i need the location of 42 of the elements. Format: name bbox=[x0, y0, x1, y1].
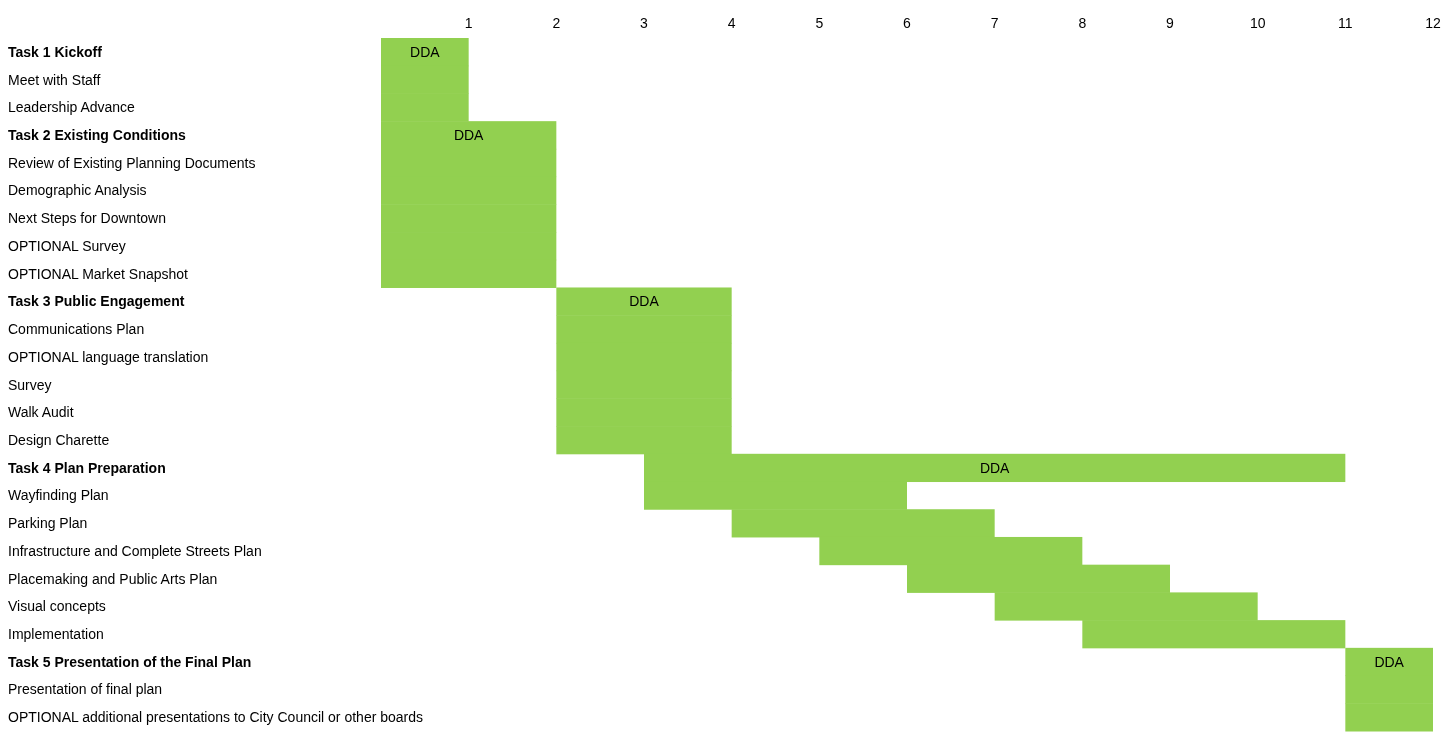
x-tick-label: 11 bbox=[1338, 15, 1353, 31]
x-tick-label: 4 bbox=[727, 15, 736, 31]
y-tick-label: OPTIONAL language translation bbox=[8, 348, 209, 365]
data-label: DDA bbox=[453, 127, 485, 144]
data-label: DDA bbox=[1374, 653, 1405, 670]
y-tick-label: Presentation of final plan bbox=[8, 681, 163, 698]
data-label: DDA bbox=[979, 459, 1011, 476]
y-tick-label: Implementation bbox=[8, 625, 104, 642]
x-tick-label: 1 bbox=[464, 15, 473, 31]
x-tick-label: 3 bbox=[640, 15, 649, 31]
x-tick-label: 10 bbox=[1249, 15, 1266, 31]
data-label: DDA bbox=[410, 43, 441, 60]
y-tick-label: Walk Audit bbox=[8, 404, 74, 421]
y-tick-label: Design Charette bbox=[8, 431, 110, 448]
y-tick-label: Visual concepts bbox=[8, 598, 106, 615]
x-tick-label: 12 bbox=[1425, 15, 1441, 31]
y-tick-label: OPTIONAL Market Snapshot bbox=[8, 265, 189, 282]
y-tick-label: Task 5 Presentation of the Final Plan bbox=[8, 653, 252, 670]
y-tick-label: Placemaking and Public Arts Plan bbox=[8, 570, 218, 587]
x-tick-label: 2 bbox=[552, 15, 561, 31]
y-tick-label: Infrastructure and Complete Streets Plan bbox=[8, 542, 262, 559]
x-tick-label: 7 bbox=[990, 15, 999, 31]
x-tick-label: 5 bbox=[815, 15, 824, 31]
y-tick-label: Meet with Staff bbox=[8, 71, 101, 88]
y-tick-label: Demographic Analysis bbox=[8, 182, 147, 199]
y-tick-label: Wayfinding Plan bbox=[8, 487, 109, 504]
data-label: DDA bbox=[629, 293, 660, 310]
x-tick-label: 8 bbox=[1078, 15, 1087, 31]
y-tick-label: Leadership Advance bbox=[8, 99, 136, 116]
y-tick-label: Next Steps for Downtown bbox=[8, 210, 166, 227]
x-tick-label: 6 bbox=[903, 15, 912, 31]
y-tick-label: Survey bbox=[8, 376, 52, 393]
y-tick-label: OPTIONAL additional presentations to City Council or other boards bbox=[8, 709, 424, 726]
y-tick-label: Task 3 Public Engagement bbox=[8, 293, 185, 310]
y-tick-label: Parking Plan bbox=[8, 515, 88, 532]
y-tick-label: Task 4 Plan Preparation bbox=[8, 459, 166, 476]
y-tick-label: Task 1 Kickoff bbox=[8, 43, 103, 60]
y-tick-label: Review of Existing Planning Documents bbox=[8, 154, 256, 171]
y-tick-label: OPTIONAL Survey bbox=[8, 237, 126, 254]
y-tick-label: Task 2 Existing Conditions bbox=[8, 127, 187, 144]
y-tick-label: Communications Plan bbox=[8, 321, 145, 338]
x-tick-label: 9 bbox=[1166, 15, 1175, 31]
